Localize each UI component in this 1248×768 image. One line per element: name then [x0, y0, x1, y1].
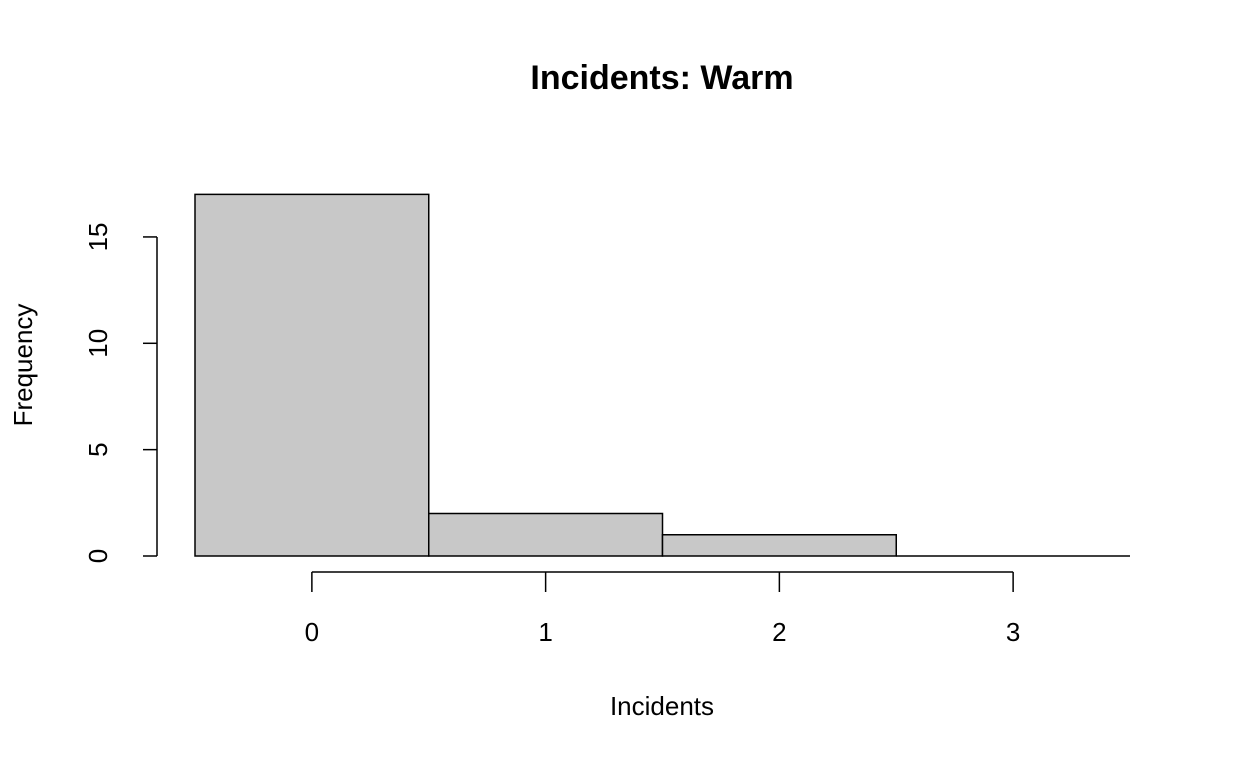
x-tick-label: 2	[772, 617, 786, 647]
bar	[428, 512, 664, 557]
x-tick-label: 3	[1006, 617, 1020, 647]
x-tick-label: 0	[305, 617, 319, 647]
y-axis-title: Frequency	[8, 304, 38, 427]
y-tick-label: 10	[83, 329, 113, 358]
chart-title: Incidents: Warm	[530, 59, 793, 97]
y-tick-label: 5	[83, 442, 113, 456]
y-tick-label: 15	[83, 222, 113, 251]
bar	[194, 193, 430, 557]
x-tick-label: 1	[538, 617, 552, 647]
y-tick-label: 0	[83, 549, 113, 563]
bar	[661, 533, 897, 557]
x-axis-title: Incidents	[610, 691, 714, 721]
